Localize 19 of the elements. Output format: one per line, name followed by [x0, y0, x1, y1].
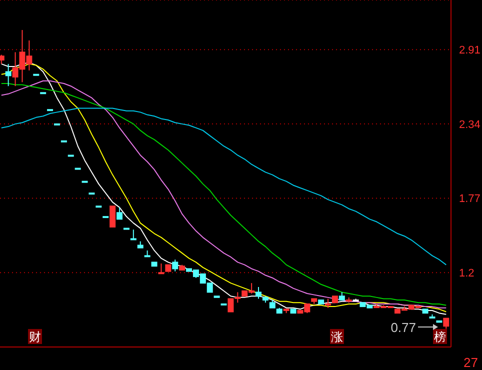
- y-tick-label: 2.34: [459, 118, 480, 131]
- annotation: 涨: [331, 330, 343, 344]
- candlestick: [110, 206, 116, 228]
- line-series: [0, 108, 447, 266]
- y-tick-label: 1.2: [459, 268, 474, 280]
- annotation: 财: [29, 330, 41, 344]
- candlestick: [256, 286, 262, 300]
- annotation: 榜: [434, 330, 446, 344]
- candlestick: [130, 229, 136, 240]
- candlestick: [443, 318, 450, 330]
- candlestick: [172, 259, 178, 272]
- y-tick-label: 1.77: [459, 193, 480, 206]
- candlestick: [5, 63, 12, 87]
- candlestick: [116, 206, 123, 220]
- candlestick: [158, 263, 164, 274]
- annotation: 0.77: [390, 320, 416, 335]
- candlestick: [325, 298, 331, 308]
- y-tick-label: 2.91: [459, 44, 480, 56]
- text: 27: [464, 355, 478, 370]
